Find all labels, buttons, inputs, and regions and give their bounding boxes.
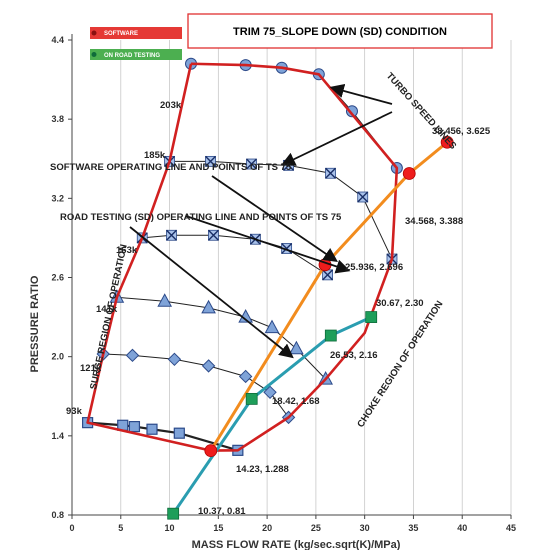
- annotation-arrows: [129, 83, 393, 359]
- legend-marker-software: [91, 30, 97, 36]
- speed-marker-185k-2: [246, 158, 257, 170]
- axes: [71, 34, 511, 516]
- y-tick-label-2.0: 2.0: [51, 352, 64, 362]
- x-tick-label-30: 30: [360, 523, 370, 533]
- legend-swatch-software: [90, 27, 182, 39]
- speed-label-163k: 163k: [116, 245, 138, 256]
- turbo-speed-annotation: TURBO SPEED LINES: [384, 71, 459, 152]
- x-tick-label-45: 45: [506, 523, 516, 533]
- road-point-2: [324, 329, 337, 342]
- speed-line-141k: [116, 296, 327, 380]
- y-tick-label-4.4: 4.4: [51, 35, 64, 45]
- road-point-0: [167, 507, 180, 520]
- annotation-arrow-2: [211, 175, 338, 263]
- speed-label-141k: 141k: [96, 304, 118, 315]
- speed-line-185k: [169, 160, 393, 260]
- y-tick-label-2.6: 2.6: [51, 273, 64, 283]
- operating-lines: [167, 135, 454, 520]
- point-label-road-1: 10.37, 0.81: [198, 506, 246, 517]
- annotation-arrow-0: [329, 83, 393, 105]
- x-tick-label-35: 35: [408, 523, 418, 533]
- speed-marker-163k-5: [322, 269, 334, 281]
- speed-marker-203k-4: [345, 105, 358, 118]
- y-tick-label-3.2: 3.2: [51, 193, 64, 203]
- legend-label-software: SOFTWARE: [104, 31, 138, 37]
- speed-marker-185k-4: [325, 167, 337, 179]
- speed-marker-141k-2: [201, 299, 216, 314]
- software-point-0: [204, 444, 218, 458]
- speed-marker-121k-1: [125, 348, 140, 363]
- y-tick-label-3.8: 3.8: [51, 114, 64, 124]
- x-tick-label-15: 15: [213, 523, 223, 533]
- speed-marker-93k-2: [128, 420, 141, 433]
- speed-line-203k: [191, 63, 398, 169]
- speed-label-121k: 121k: [80, 363, 102, 374]
- x-axis-label: MASS FLOW RATE (kg/sec.sqrt(K)/MPa): [192, 539, 401, 550]
- speed-marker-121k-2: [167, 352, 182, 367]
- map-boundary-line: [86, 62, 399, 452]
- map-boundary: [86, 62, 399, 452]
- x-tick-label-40: 40: [457, 523, 467, 533]
- title-box: [187, 13, 493, 49]
- point-label-sw-1: 14.23, 1.288: [236, 464, 289, 475]
- point-label-sw-2: 25.936, 2.696: [345, 262, 403, 273]
- speed-marker-93k-3: [146, 423, 158, 435]
- speed-label-185k: 185k: [144, 150, 166, 161]
- speed-line-121k: [103, 353, 289, 418]
- software-point-2: [402, 167, 416, 180]
- point-label-road-4: 30.67, 2.30: [376, 298, 424, 309]
- speed-marker-141k-5: [289, 340, 304, 355]
- road-line-annotation: ROAD TESTING (SD) OPERATING LINE AND POI…: [60, 212, 342, 223]
- x-tick-label-0: 0: [69, 523, 74, 533]
- chart-title: TRIM 75_SLOPE DOWN (SD) CONDITION: [233, 26, 447, 38]
- y-tick-label-0.8: 0.8: [51, 510, 64, 520]
- software-point-3: [440, 135, 454, 149]
- y-axis-label: PRESSURE RATIO: [29, 275, 41, 372]
- speed-marker-141k-1: [157, 293, 173, 307]
- annotation-arrow-4: [185, 215, 351, 274]
- surge-region-annotation: SURGE REGION OF OPERATION: [88, 243, 130, 390]
- speed-line-93k: [87, 421, 239, 452]
- turbo-speed-text: TURBO SPEED LINES: [384, 71, 459, 152]
- speed-label-93k: 93k: [66, 406, 83, 417]
- point-label-sw-3: 34.568, 3.388: [405, 216, 463, 227]
- speed-marker-163k-1: [166, 229, 178, 241]
- operating-line-software: [209, 141, 449, 452]
- software-line-annotation: SOFTWARE OPERATING LINE AND POINTS OF TS…: [50, 162, 292, 173]
- x-tick-label-25: 25: [311, 523, 321, 533]
- x-tick-label-10: 10: [165, 523, 175, 533]
- speed-marker-93k-4: [173, 427, 185, 439]
- speed-marker-121k-4: [238, 369, 253, 384]
- speed-marker-121k-5: [263, 385, 277, 399]
- x-tick-label-5: 5: [118, 523, 123, 533]
- road-point-3: [365, 311, 378, 323]
- legend-marker-road: [91, 52, 97, 57]
- road-point-1: [245, 392, 258, 405]
- point-label-road-3: 26.53, 2.16: [330, 350, 378, 361]
- y-tick-label-1.4: 1.4: [51, 431, 64, 441]
- speed-marker-141k-4: [264, 319, 280, 334]
- speed-label-203k: 203k: [160, 100, 182, 111]
- legend-swatch-road: [90, 49, 182, 60]
- annotation-arrow-1: [280, 111, 393, 166]
- legend-label-road: ON ROAD TESTING: [104, 53, 160, 59]
- speed-marker-185k-5: [357, 191, 369, 203]
- y-tick-labels: 0.8 1.4 2.0 2.6 3.2 3.8 4.4: [51, 35, 72, 520]
- point-label-sw-4: 38.456, 3.625: [432, 126, 491, 137]
- speed-marker-121k-3: [201, 359, 216, 373]
- speed-marker-185k-1: [205, 155, 217, 167]
- operating-line-road: [171, 315, 372, 515]
- x-tick-labels: 0 5 10 15 20 25 30 35 40 45: [69, 515, 516, 533]
- legend: SOFTWARE ON ROAD TESTING: [90, 27, 182, 60]
- speed-marker-163k-2: [207, 229, 219, 241]
- annotation-arrow-3: [129, 226, 294, 359]
- x-tick-label-20: 20: [262, 523, 272, 533]
- point-label-road-2: 18.42, 1.68: [272, 396, 320, 407]
